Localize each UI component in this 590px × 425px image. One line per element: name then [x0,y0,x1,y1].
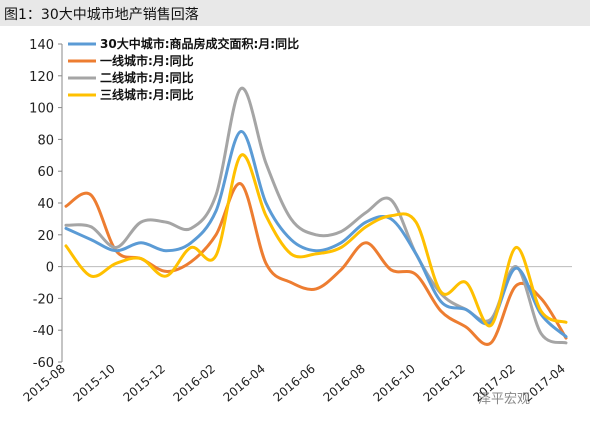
y-tick-label: 40 [37,197,54,212]
x-tick-label: 2016-06 [271,362,318,405]
legend-label: 一线城市:月:同比 [100,53,194,68]
y-tick-label: -20 [33,292,54,307]
title-bar: 图1：30大中城市地产销售回落 [0,0,590,26]
y-tick-label: -60 [33,356,54,371]
y-tick-label: 140 [29,38,54,53]
x-tick-label: 2016-02 [171,362,218,405]
legend-item-tier3: 三线城市:月:同比 [68,87,194,102]
legend-label: 30大中城市:商品房成交面积:月:同比 [100,36,299,51]
legend-label: 三线城市:月:同比 [100,87,194,102]
series-tier3-line [64,153,568,328]
x-tick-label: 2015-12 [121,362,168,405]
y-tick-label: 100 [29,102,54,117]
x-tick-label: 2016-12 [421,362,468,405]
watermark: 泽平宏观 [478,392,531,407]
y-tick-label: 80 [37,133,54,148]
legend-item-tier2: 二线城市:月:同比 [68,70,194,85]
legend-item-30-cities: 30大中城市:商品房成交面积:月:同比 [68,36,299,51]
y-tick-label: 60 [37,165,54,180]
x-tick-label: 2016-08 [321,362,368,405]
x-tick-label: 2015-10 [71,362,118,405]
series-tier2-line [64,86,568,345]
legend-label: 二线城市:月:同比 [100,70,194,85]
x-tick-label: 2016-04 [221,362,268,405]
legend: 30大中城市:商品房成交面积:月:同比一线城市:月:同比二线城市:月:同比三线城… [68,36,299,102]
y-tick-label: 0 [46,261,54,276]
y-tick-label: 120 [29,70,54,85]
legend-item-tier1: 一线城市:月:同比 [68,53,194,68]
y-tick-label: -40 [33,324,54,339]
y-tick-label: 20 [37,229,54,244]
series-layer [64,86,568,346]
chart-title: 图1：30大中城市地产销售回落 [4,7,199,23]
x-tick-label: 2016-10 [371,362,418,405]
